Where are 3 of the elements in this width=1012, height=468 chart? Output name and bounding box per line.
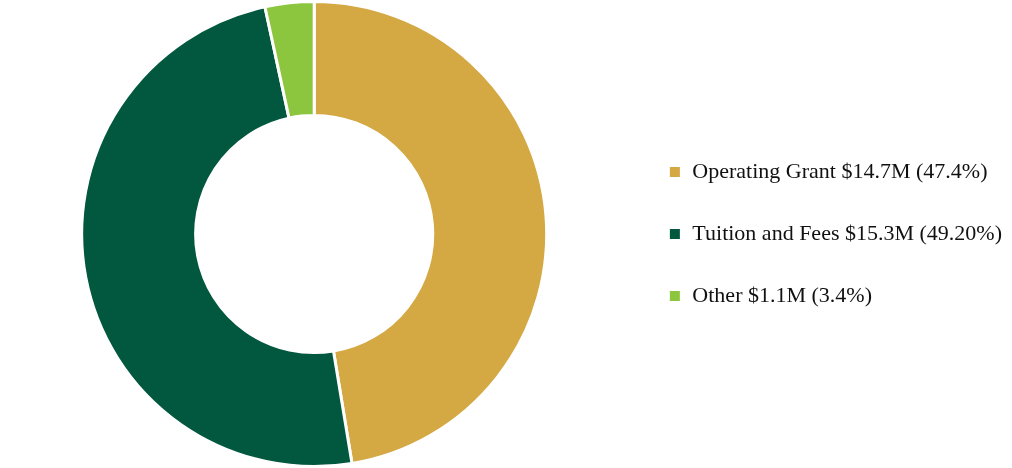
legend-label: Tuition and Fees $15.3M (49.20%) (692, 219, 1003, 245)
legend-label: Other $1.1M (3.4%) (692, 281, 873, 307)
legend-label: Operating Grant $14.7M (47.4%) (692, 157, 988, 183)
